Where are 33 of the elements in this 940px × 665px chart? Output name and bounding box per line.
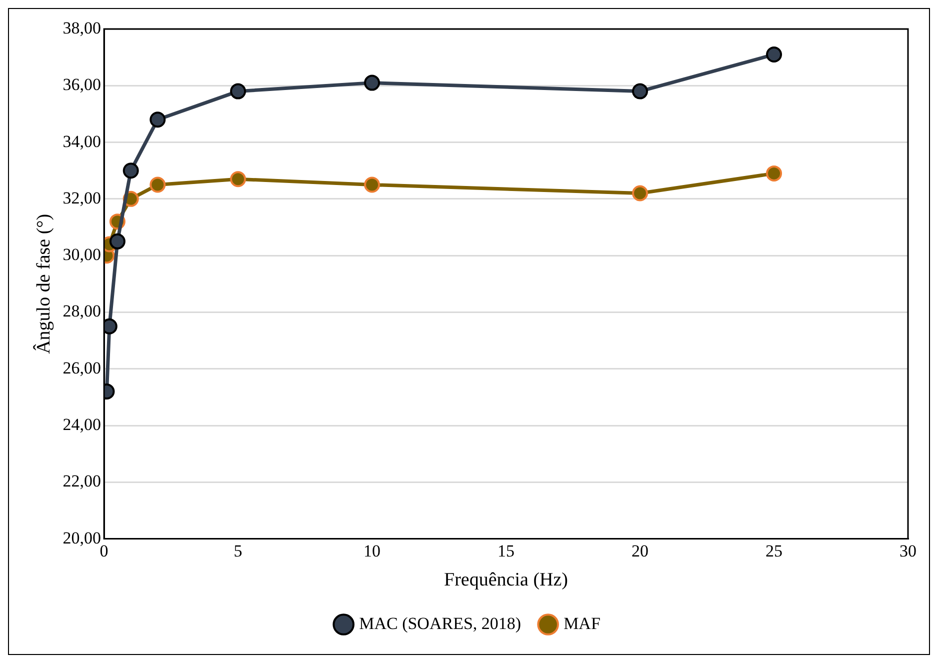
point bbox=[632, 185, 648, 202]
point bbox=[230, 83, 246, 100]
x-tick-label: 15 bbox=[498, 541, 515, 560]
y-tick-label: 36,00 bbox=[62, 75, 102, 94]
y-tick-label: 26,00 bbox=[62, 358, 102, 378]
y-tick-label: 28,00 bbox=[62, 302, 102, 321]
y-tick-label: 20,00 bbox=[62, 528, 102, 548]
y-tick-label: 24,00 bbox=[62, 414, 102, 434]
y-tick-label: 30,00 bbox=[62, 245, 102, 264]
point bbox=[364, 176, 380, 193]
point bbox=[230, 171, 246, 188]
x-tick-label: 20 bbox=[632, 541, 649, 560]
point bbox=[766, 46, 782, 62]
point bbox=[766, 165, 782, 182]
x-tick-label: 10 bbox=[364, 541, 381, 560]
y-tick-label: 38,00 bbox=[62, 18, 102, 38]
legend-label: MAC (SOARES, 2018) bbox=[359, 614, 522, 633]
y-axis-title: Ângulo de fase (°) bbox=[32, 214, 54, 354]
x-tick-label: 25 bbox=[766, 541, 783, 560]
y-tick-label: 34,00 bbox=[62, 132, 102, 151]
y-tick-label: 22,00 bbox=[62, 472, 102, 491]
x-tick-label: 30 bbox=[900, 541, 916, 560]
point bbox=[122, 162, 139, 179]
x-tick-label: 5 bbox=[234, 541, 242, 560]
point bbox=[150, 176, 166, 193]
x-tick-label: 0 bbox=[100, 541, 108, 560]
point bbox=[109, 233, 126, 250]
point bbox=[364, 74, 380, 91]
legend-label: MAF bbox=[564, 614, 600, 633]
y-tick-label: 32,00 bbox=[62, 188, 102, 208]
point bbox=[150, 112, 166, 128]
x-axis-title: Frequência (Hz) bbox=[444, 570, 568, 591]
point bbox=[632, 83, 648, 100]
